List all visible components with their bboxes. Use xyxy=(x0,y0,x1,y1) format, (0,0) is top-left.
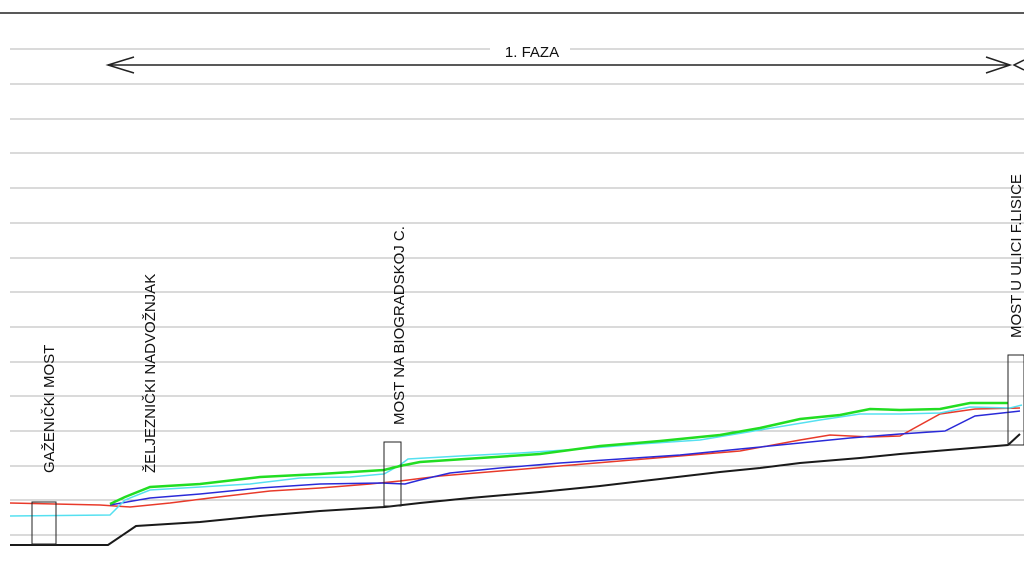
profile-line-blue xyxy=(109,410,1021,506)
bridge-box-biogradska xyxy=(383,441,402,507)
terrain-line xyxy=(10,433,1021,546)
profile-line-green xyxy=(109,401,1008,506)
label-most-biogradska: MOST NA BIOGRADSKOJ C. xyxy=(391,226,408,425)
bridge-box-gazenicki xyxy=(31,501,57,545)
bridge-structures xyxy=(31,354,1024,545)
profile-line-red xyxy=(9,407,1021,508)
arrow-left-head xyxy=(105,56,135,74)
arrow-right-head xyxy=(985,56,1013,74)
label-zeljeznicki-nadvoznjak: ŽELJEZNIČKI NADVOŽNJAK xyxy=(142,274,159,473)
phase-arrow xyxy=(105,56,1024,74)
label-most-lisice: MOST U ULICI F.LISICE xyxy=(1008,174,1024,338)
arrow-next-phase-head xyxy=(1012,59,1024,71)
phase-label: 1. FAZA xyxy=(505,44,559,61)
profile-line-cyan xyxy=(9,404,1023,517)
bridge-box-lisice xyxy=(1007,354,1024,446)
grid-lines xyxy=(10,48,1024,536)
label-gazenicki-most: GAŽENIČKI MOST xyxy=(41,345,58,473)
